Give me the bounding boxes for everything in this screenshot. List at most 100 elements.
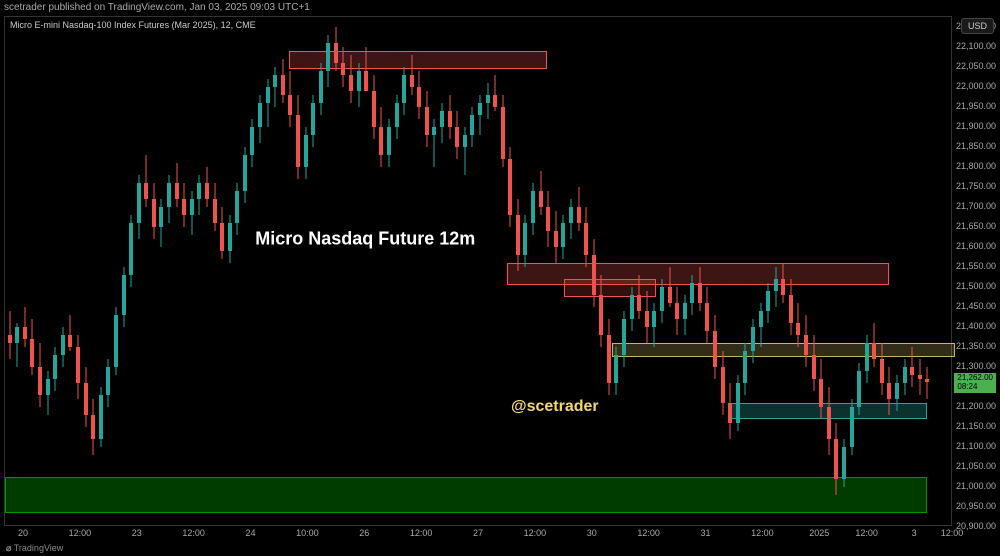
x-tick-label: 12:00 xyxy=(751,528,774,538)
candle xyxy=(364,17,368,527)
x-tick-label: 23 xyxy=(132,528,142,538)
candle xyxy=(15,17,19,527)
candle xyxy=(326,17,330,527)
candle xyxy=(652,17,656,527)
candle xyxy=(197,17,201,527)
instrument-subtitle: Micro E-mini Nasdaq-100 Index Futures (M… xyxy=(10,20,256,30)
candle xyxy=(357,17,361,527)
y-tick-label: 21,200.00 xyxy=(956,401,996,411)
candle xyxy=(713,17,717,527)
candle xyxy=(296,17,300,527)
candle xyxy=(372,17,376,527)
candle xyxy=(683,17,687,527)
candle xyxy=(243,17,247,527)
x-tick-label: 27 xyxy=(473,528,483,538)
candle xyxy=(546,17,550,527)
candle xyxy=(539,17,543,527)
candle xyxy=(486,17,490,527)
candle xyxy=(220,17,224,527)
candle xyxy=(622,17,626,527)
candle xyxy=(523,17,527,527)
candle xyxy=(569,17,573,527)
y-tick-label: 21,500.00 xyxy=(956,281,996,291)
candle xyxy=(827,17,831,527)
y-tick-label: 21,900.00 xyxy=(956,121,996,131)
candle xyxy=(213,17,217,527)
candle xyxy=(273,17,277,527)
publish-header: scetrader published on TradingView.com, … xyxy=(4,2,310,13)
y-tick-label: 21,950.00 xyxy=(956,101,996,111)
candle xyxy=(432,17,436,527)
candle xyxy=(53,17,57,527)
y-tick-label: 21,600.00 xyxy=(956,241,996,251)
candle xyxy=(781,17,785,527)
candle xyxy=(637,17,641,527)
x-axis: 2012:002312:002410:002612:002712:003012:… xyxy=(4,528,952,542)
candle xyxy=(895,17,899,527)
candle xyxy=(448,17,452,527)
y-tick-label: 21,800.00 xyxy=(956,161,996,171)
candle xyxy=(705,17,709,527)
candle xyxy=(84,17,88,527)
chart-annotation: Micro Nasdaq Future 12m xyxy=(255,229,475,250)
candle xyxy=(910,17,914,527)
candle xyxy=(61,17,65,527)
x-tick-label: 12:00 xyxy=(524,528,547,538)
candle xyxy=(68,17,72,527)
x-tick-label: 30 xyxy=(587,528,597,538)
candle xyxy=(144,17,148,527)
candle xyxy=(349,17,353,527)
chart-area[interactable]: Micro Nasdaq Future 12m @scetrader xyxy=(4,16,952,526)
candle xyxy=(614,17,618,527)
candle xyxy=(796,17,800,527)
x-tick-label: 20 xyxy=(18,528,28,538)
candle xyxy=(728,17,732,527)
x-tick-label: 10:00 xyxy=(296,528,319,538)
y-tick-label: 21,750.00 xyxy=(956,181,996,191)
candle xyxy=(834,17,838,527)
y-tick-label: 22,050.00 xyxy=(956,61,996,71)
chart-annotation: @scetrader xyxy=(511,398,599,416)
candle xyxy=(205,17,209,527)
candle xyxy=(8,17,12,527)
candle xyxy=(607,17,611,527)
candle xyxy=(334,17,338,527)
candle xyxy=(759,17,763,527)
candle xyxy=(250,17,254,527)
candle xyxy=(258,17,262,527)
x-tick-label: 12:00 xyxy=(941,528,964,538)
candle xyxy=(30,17,34,527)
candle xyxy=(410,17,414,527)
candle xyxy=(281,17,285,527)
candle xyxy=(698,17,702,527)
candle xyxy=(99,17,103,527)
candle xyxy=(23,17,27,527)
x-tick-label: 31 xyxy=(701,528,711,538)
candle xyxy=(319,17,323,527)
currency-button[interactable]: USD xyxy=(961,18,994,34)
candle xyxy=(903,17,907,527)
x-tick-label: 26 xyxy=(359,528,369,538)
candle xyxy=(645,17,649,527)
candle xyxy=(577,17,581,527)
y-tick-label: 21,450.00 xyxy=(956,301,996,311)
candle xyxy=(721,17,725,527)
candle xyxy=(395,17,399,527)
y-tick-label: 21,000.00 xyxy=(956,481,996,491)
candle xyxy=(842,17,846,527)
candle xyxy=(887,17,891,527)
candle xyxy=(455,17,459,527)
x-tick-label: 12:00 xyxy=(637,528,660,538)
candle xyxy=(880,17,884,527)
y-tick-label: 21,400.00 xyxy=(956,321,996,331)
candle xyxy=(599,17,603,527)
y-tick-label: 21,550.00 xyxy=(956,261,996,271)
candle xyxy=(675,17,679,527)
candle xyxy=(690,17,694,527)
candle xyxy=(463,17,467,527)
candle xyxy=(129,17,133,527)
candle xyxy=(660,17,664,527)
y-tick-label: 22,100.00 xyxy=(956,41,996,51)
candle xyxy=(122,17,126,527)
candle xyxy=(387,17,391,527)
